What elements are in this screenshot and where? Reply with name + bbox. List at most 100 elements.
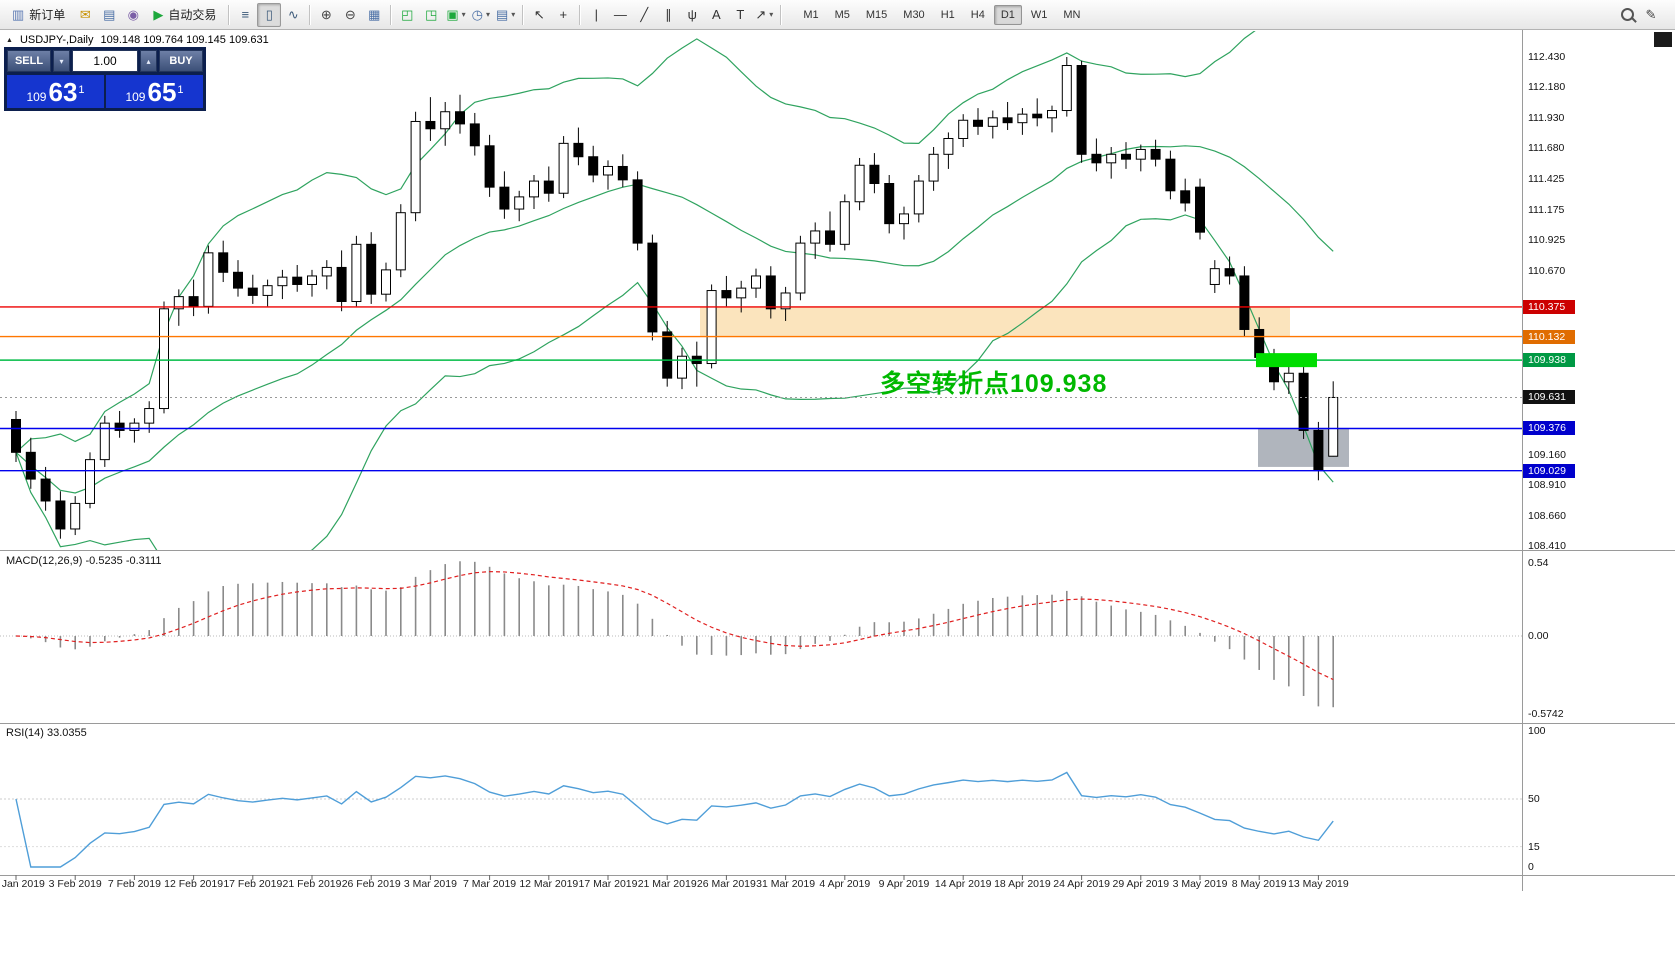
pivot-zone[interactable]: [1256, 353, 1317, 368]
cursor-icon: ↖: [533, 7, 545, 22]
resistance-zone[interactable]: [700, 306, 1290, 337]
volume-up-button[interactable]: ▴: [140, 50, 157, 72]
timeframe-m5-button[interactable]: M5: [828, 5, 857, 25]
new-chart-button[interactable]: ▣ ▾: [443, 3, 468, 27]
candle: [1032, 113, 1043, 119]
candle: [1283, 372, 1294, 383]
volume-input[interactable]: [73, 51, 137, 71]
candle: [987, 117, 998, 127]
price-scale-label: 0: [1528, 861, 1534, 873]
sell-button[interactable]: SELL: [7, 50, 51, 72]
sell-price-display[interactable]: 109 63 1: [7, 75, 104, 108]
candle: [188, 296, 199, 307]
tile-windows-button[interactable]: ▦: [362, 3, 386, 27]
timeframe-d1-button[interactable]: D1: [993, 4, 1022, 25]
candle: [529, 180, 539, 198]
new-order-label: 新订单: [29, 8, 66, 22]
candle: [751, 275, 761, 289]
date-label: 21 Feb 2019: [282, 878, 342, 890]
candle: [1328, 396, 1339, 457]
timeframe-w1-button[interactable]: W1: [1024, 5, 1055, 25]
trendline-button[interactable]: ╱: [632, 3, 656, 27]
one-click-trading-panel: SELL ▾ ▴ BUY 109 63 1 109 65 1: [4, 47, 206, 111]
market-button[interactable]: ◉: [121, 3, 145, 27]
text-label-button[interactable]: T: [728, 3, 752, 27]
candle: [1224, 268, 1235, 277]
timeframe-mn-button[interactable]: MN: [1056, 5, 1087, 25]
vertical-line-button[interactable]: |: [584, 3, 608, 27]
timeframe-m30-button[interactable]: M30: [896, 5, 931, 25]
buy-button[interactable]: BUY: [159, 50, 203, 72]
one-click-controls: SELL ▾ ▴ BUY: [7, 50, 203, 72]
candle: [899, 213, 909, 225]
candlestick-mode-button[interactable]: ▯: [257, 2, 282, 27]
toolbar-separator: [780, 4, 782, 25]
zoom-out-button[interactable]: ⊖: [338, 3, 362, 27]
zoom-in-button[interactable]: ⊕: [314, 3, 338, 27]
date-label: 17 Mar 2019: [578, 878, 638, 890]
arrow-objects-dropdown-icon: ▾: [769, 10, 774, 19]
candle: [203, 252, 214, 307]
new-chart-dropdown-icon: ▾: [461, 10, 466, 19]
candle: [706, 290, 717, 365]
equidistant-channel-button[interactable]: ∥: [656, 3, 680, 27]
new-order-button[interactable]: ▥ 新订单: [4, 3, 73, 27]
market-icon: ◉: [127, 7, 139, 22]
candle: [395, 212, 406, 271]
line-chart-mode-button[interactable]: ∿: [281, 3, 305, 27]
equidistant-channel-icon: ∥: [665, 7, 672, 22]
quick-edit-button[interactable]: ✎: [1639, 3, 1663, 27]
price-badge: 109.938: [1523, 353, 1575, 368]
candle: [677, 355, 687, 379]
candle: [455, 111, 465, 125]
candle: [795, 242, 806, 294]
symbol-title: USDJPY-,Daily: [19, 34, 94, 46]
arrange-vertical-button[interactable]: ◳: [419, 3, 443, 27]
chart-period-dropdown-icon: ▾: [485, 10, 490, 19]
price-scale-label: -0.5742: [1528, 707, 1564, 720]
search-button[interactable]: [1615, 3, 1639, 27]
chart-template-button[interactable]: ▤ ▾: [493, 3, 518, 27]
mql5-community-button[interactable]: ✉: [73, 3, 97, 27]
timeframe-m15-button[interactable]: M15: [859, 5, 894, 25]
cursor-button[interactable]: ↖: [527, 3, 551, 27]
price-badge: 109.631: [1523, 390, 1575, 405]
timeframe-h1-button[interactable]: H1: [934, 5, 962, 25]
order-type-dropdown-button[interactable]: ▾: [53, 50, 70, 72]
one-click-toggle-icon[interactable]: ▲: [6, 36, 13, 44]
candle: [632, 179, 643, 244]
price-scale-label: 0.54: [1528, 556, 1549, 569]
candle: [1180, 190, 1191, 204]
candle: [1002, 117, 1013, 124]
bar-chart-mode-button[interactable]: ≡: [233, 3, 257, 27]
chart-header: ▲ USDJPY-,Daily 109.148 109.764 109.145 …: [6, 34, 269, 46]
horizontal-line-button[interactable]: —: [608, 3, 632, 27]
timeframe-m1-button[interactable]: M1: [796, 5, 825, 25]
text-button[interactable]: A: [704, 3, 728, 27]
date-label: 3 Feb 2019: [48, 878, 102, 890]
price-chart-panel[interactable]: [0, 10, 1522, 581]
timeframe-h4-button[interactable]: H4: [964, 5, 992, 25]
chart-corner-button[interactable]: [1654, 32, 1672, 47]
macd-panel[interactable]: [0, 561, 1522, 708]
chart-period-button[interactable]: ◷ ▾: [469, 3, 493, 27]
arrow-objects-button[interactable]: ↗ ▾: [752, 3, 776, 27]
date-label: 26 Mar 2019: [696, 878, 756, 890]
date-label: 4 Apr 2019: [819, 878, 871, 890]
rsi-panel[interactable]: [0, 771, 1522, 868]
fibonacci-button[interactable]: ψ: [680, 3, 704, 27]
arrange-horizontal-button[interactable]: ◰: [395, 3, 419, 27]
economic-news-button[interactable]: ▤: [97, 3, 121, 27]
date-label: 29 Jan 2019: [0, 878, 45, 890]
buy-price-display[interactable]: 109 65 1: [106, 75, 203, 108]
rsi-label: RSI(14) 33.0355: [6, 727, 87, 739]
pivot-annotation[interactable]: 多空转折点109.938: [880, 370, 1108, 398]
crosshair-button[interactable]: +: [551, 3, 575, 27]
toolbar-separator: [228, 4, 230, 25]
toolbar-separator: [309, 4, 311, 25]
price-scale[interactable]: 112.430 112.180 111.930 111.680 111.425 111.1…: [1523, 30, 1675, 876]
autotrading-button[interactable]: ▶ 自动交易: [145, 3, 224, 27]
